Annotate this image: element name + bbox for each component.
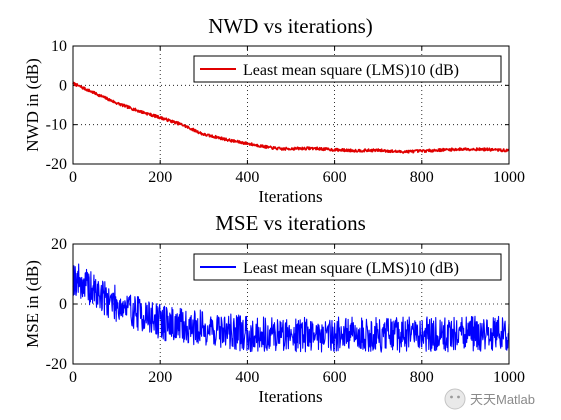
mse-x-tick-label: 800 bbox=[410, 369, 434, 386]
mse-series-line bbox=[72, 263, 510, 353]
mse-x-tick-label: 1000 bbox=[493, 369, 525, 386]
watermark-text: 天天Matlab bbox=[470, 392, 535, 407]
nwd-x-tick-label: 400 bbox=[235, 169, 259, 186]
mse-x-axis-label: Iterations bbox=[258, 387, 322, 406]
nwd-y-tick-label: 0 bbox=[59, 77, 67, 94]
mse-x-tick-label: 0 bbox=[69, 369, 77, 386]
wechat-logo-eye-icon bbox=[450, 395, 453, 399]
nwd-x-tick-label: 800 bbox=[410, 169, 434, 186]
nwd-legend: Least mean square (LMS)10 (dB) bbox=[193, 55, 502, 83]
nwd-legend-box bbox=[193, 55, 502, 83]
mse-x-tick-label: 200 bbox=[148, 369, 172, 386]
nwd-x-tick-label: 200 bbox=[148, 169, 172, 186]
nwd-tick-labels: 0 200 400 600 800 1000 10 0 -10 -20 bbox=[46, 38, 525, 186]
watermark: 天天Matlab bbox=[444, 388, 535, 410]
nwd-plot-title: NWD vs iterations) bbox=[208, 14, 372, 38]
mse-plot: MSE vs iterations 0 200 400 600 800 1000200-2… bbox=[23, 211, 525, 406]
wechat-logo-eye-icon bbox=[457, 395, 460, 399]
nwd-y-axis-label: NWD in (dB) bbox=[23, 58, 42, 151]
nwd-y-tick-label: -10 bbox=[46, 117, 67, 134]
nwd-series bbox=[72, 81, 510, 154]
nwd-plot: NWD vs iterations) 0 200 400 600 800 1000100-… bbox=[23, 14, 525, 206]
mse-plot-frame bbox=[72, 243, 510, 365]
nwd-series-line bbox=[72, 81, 510, 154]
mse-x-tick-label: 600 bbox=[323, 369, 347, 386]
mse-y-tick-label: 0 bbox=[59, 296, 67, 313]
nwd-y-tick-label: 10 bbox=[51, 38, 67, 55]
mse-plot-title: MSE vs iterations bbox=[215, 211, 366, 235]
mse-y-tick-label: 20 bbox=[51, 236, 67, 253]
nwd-x-tick-label: 0 bbox=[69, 169, 77, 186]
nwd-legend-label: Least mean square (LMS)10 (dB) bbox=[243, 62, 459, 79]
mse-y-tick-label: -20 bbox=[46, 356, 67, 373]
mse-legend-box bbox=[193, 253, 502, 281]
wechat-logo-icon bbox=[444, 388, 466, 410]
nwd-y-tick-label: -20 bbox=[46, 156, 67, 173]
nwd-x-tick-label: 1000 bbox=[493, 169, 525, 186]
mse-legend: Least mean square (LMS)10 (dB) bbox=[193, 253, 502, 281]
mse-x-tick-label: 400 bbox=[235, 369, 259, 386]
mse-series bbox=[72, 263, 510, 353]
mse-legend-label: Least mean square (LMS)10 (dB) bbox=[243, 260, 459, 277]
nwd-x-tick-label: 600 bbox=[323, 169, 347, 186]
nwd-x-axis-label: Iterations bbox=[258, 187, 322, 206]
nwd-plot-frame bbox=[72, 45, 510, 165]
mse-y-axis-label: MSE in (dB) bbox=[23, 260, 42, 348]
